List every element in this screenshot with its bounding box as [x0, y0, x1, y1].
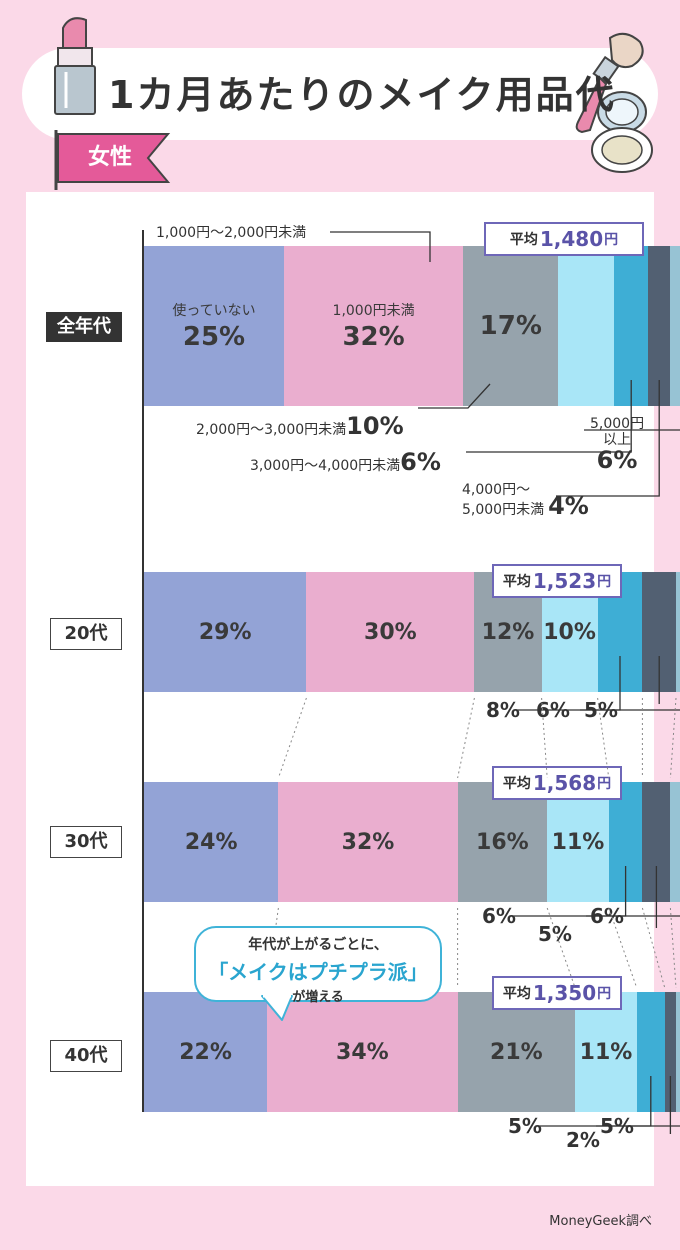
data-label: 17% — [479, 311, 542, 341]
page-title: 1カ月あたりのメイク用品代 — [108, 73, 616, 117]
data-label-30s-5: 5% — [538, 922, 572, 946]
bar-segment-all-6 — [670, 246, 680, 406]
data-label: 29% — [198, 619, 252, 645]
category-label-30s: 30代 — [50, 826, 122, 858]
average-badge-all: 平均 1,480 円 — [484, 222, 644, 256]
leader-line — [584, 429, 680, 431]
callout-1000-2000: 1,000円〜2,000円未満 — [156, 225, 307, 241]
makeup-brush-icon — [575, 32, 644, 134]
data-label: 32% — [341, 829, 395, 855]
bar-segment-30s-1: 32% — [278, 782, 458, 902]
bar-segment-40s-3: 11% — [575, 992, 637, 1112]
bar-segment-all-4 — [614, 246, 648, 406]
connector-dotted-line — [541, 697, 548, 779]
average-value: 1,350 — [532, 981, 597, 1005]
callout-5000-over: 5,000円 以上 6% — [590, 416, 645, 474]
leader-line — [330, 231, 431, 262]
leader-line — [596, 1125, 680, 1127]
segment-note: 1,000円未満 — [332, 303, 415, 319]
category-label-all: 全年代 — [46, 312, 122, 342]
segment-note: 使っていない — [172, 303, 256, 319]
average-value: 1,480 — [539, 227, 604, 251]
data-label: 30% — [364, 619, 417, 645]
category-label-20s: 20代 — [50, 618, 122, 650]
leader-line — [586, 915, 680, 917]
bar-segment-30s-2: 16% — [457, 782, 548, 902]
average-unit: 円 — [597, 986, 612, 1002]
source-note: MoneyGeek調べ — [549, 1214, 652, 1229]
bar-segment-all-1: 1,000円未満 32% — [284, 246, 464, 406]
connector-dotted-line — [546, 907, 576, 989]
average-value: 1,568 — [532, 771, 597, 795]
connector-dotted-line — [597, 697, 610, 779]
callout-2000-3000: 2,000円〜3,000円未満10% — [196, 412, 404, 440]
data-label-30s-4: 6% — [482, 904, 516, 928]
average-label: 平均 — [502, 574, 531, 590]
average-label: 平均 — [509, 232, 538, 248]
data-label: 16% — [476, 829, 529, 855]
data-label: 22% — [179, 1039, 232, 1065]
flag-icon — [54, 130, 171, 190]
bar-segment-all-2: 17% — [463, 246, 559, 406]
bar-segment-20s-6 — [676, 572, 680, 692]
data-label: 11% — [579, 1039, 633, 1065]
lipstick-icon — [54, 17, 96, 115]
badge-label: 女性 — [87, 145, 132, 170]
bar-segment-40s-1: 34% — [267, 992, 458, 1112]
compact-icon — [591, 91, 653, 173]
average-badge-20s: 平均 1,523 円 — [492, 564, 622, 598]
speech-bubble: 年代が上がるごとに、 「メイクはプチプラ派」 が増える — [194, 926, 442, 1005]
bar-segment-20s-1: 30% — [306, 572, 475, 692]
average-unit: 円 — [597, 574, 612, 590]
average-unit: 円 — [597, 776, 612, 792]
data-label-40s-5: 2% — [566, 1128, 600, 1152]
data-label: 21% — [490, 1039, 543, 1065]
average-unit: 円 — [604, 232, 619, 248]
data-label: 11% — [551, 829, 605, 855]
bar-segment-40s-5 — [664, 992, 676, 1112]
connector-dotted-line — [457, 697, 475, 779]
average-value: 1,523 — [532, 569, 597, 593]
data-label: 10% — [543, 619, 596, 645]
data-label: 24% — [184, 829, 238, 855]
connector-dotted-line — [641, 907, 666, 989]
callout-3000-4000: 3,000円〜4,000円未満6% — [250, 448, 441, 476]
leader-line — [580, 709, 680, 711]
average-badge-30s: 平均 1,568 円 — [492, 766, 622, 800]
data-label: 25% — [182, 322, 246, 352]
leader-line — [556, 380, 660, 497]
data-label: 12% — [481, 619, 535, 645]
bar-segment-30s-3: 11% — [547, 782, 609, 902]
average-badge-40s: 平均 1,350 円 — [492, 976, 622, 1010]
category-label-40s: 40代 — [50, 1040, 122, 1072]
bar-segment-20s-0: 29% — [144, 572, 307, 692]
connector-dotted-line — [669, 697, 677, 779]
title-banner — [22, 48, 658, 140]
bar-segment-all-0: 使っていない 25% — [144, 246, 284, 406]
y-axis-line — [142, 230, 144, 1112]
data-label: 32% — [342, 322, 405, 352]
bar-segment-30s-6 — [670, 782, 680, 902]
bar-segment-all-5 — [648, 246, 671, 406]
connector-dotted-line — [669, 907, 677, 989]
connector-dotted-line — [608, 907, 638, 989]
bar-segment-40s-0: 22% — [144, 992, 268, 1112]
leader-line — [466, 380, 632, 453]
data-label-20s-4: 8% — [486, 698, 520, 722]
bar-segment-40s-6 — [676, 992, 680, 1112]
data-label-40s-4: 5% — [508, 1114, 542, 1138]
data-label: 34% — [336, 1039, 389, 1065]
average-label: 平均 — [502, 986, 531, 1002]
bar-segment-30s-0: 24% — [144, 782, 279, 902]
bar-segment-40s-2: 21% — [457, 992, 576, 1112]
leader-line — [418, 383, 491, 409]
callout-4000-5000: 4,000円〜 5,000円未満 4% — [462, 482, 589, 520]
connector-dotted-line — [277, 697, 307, 779]
bar-segment-all-3 — [558, 246, 615, 406]
average-label: 平均 — [502, 776, 531, 792]
